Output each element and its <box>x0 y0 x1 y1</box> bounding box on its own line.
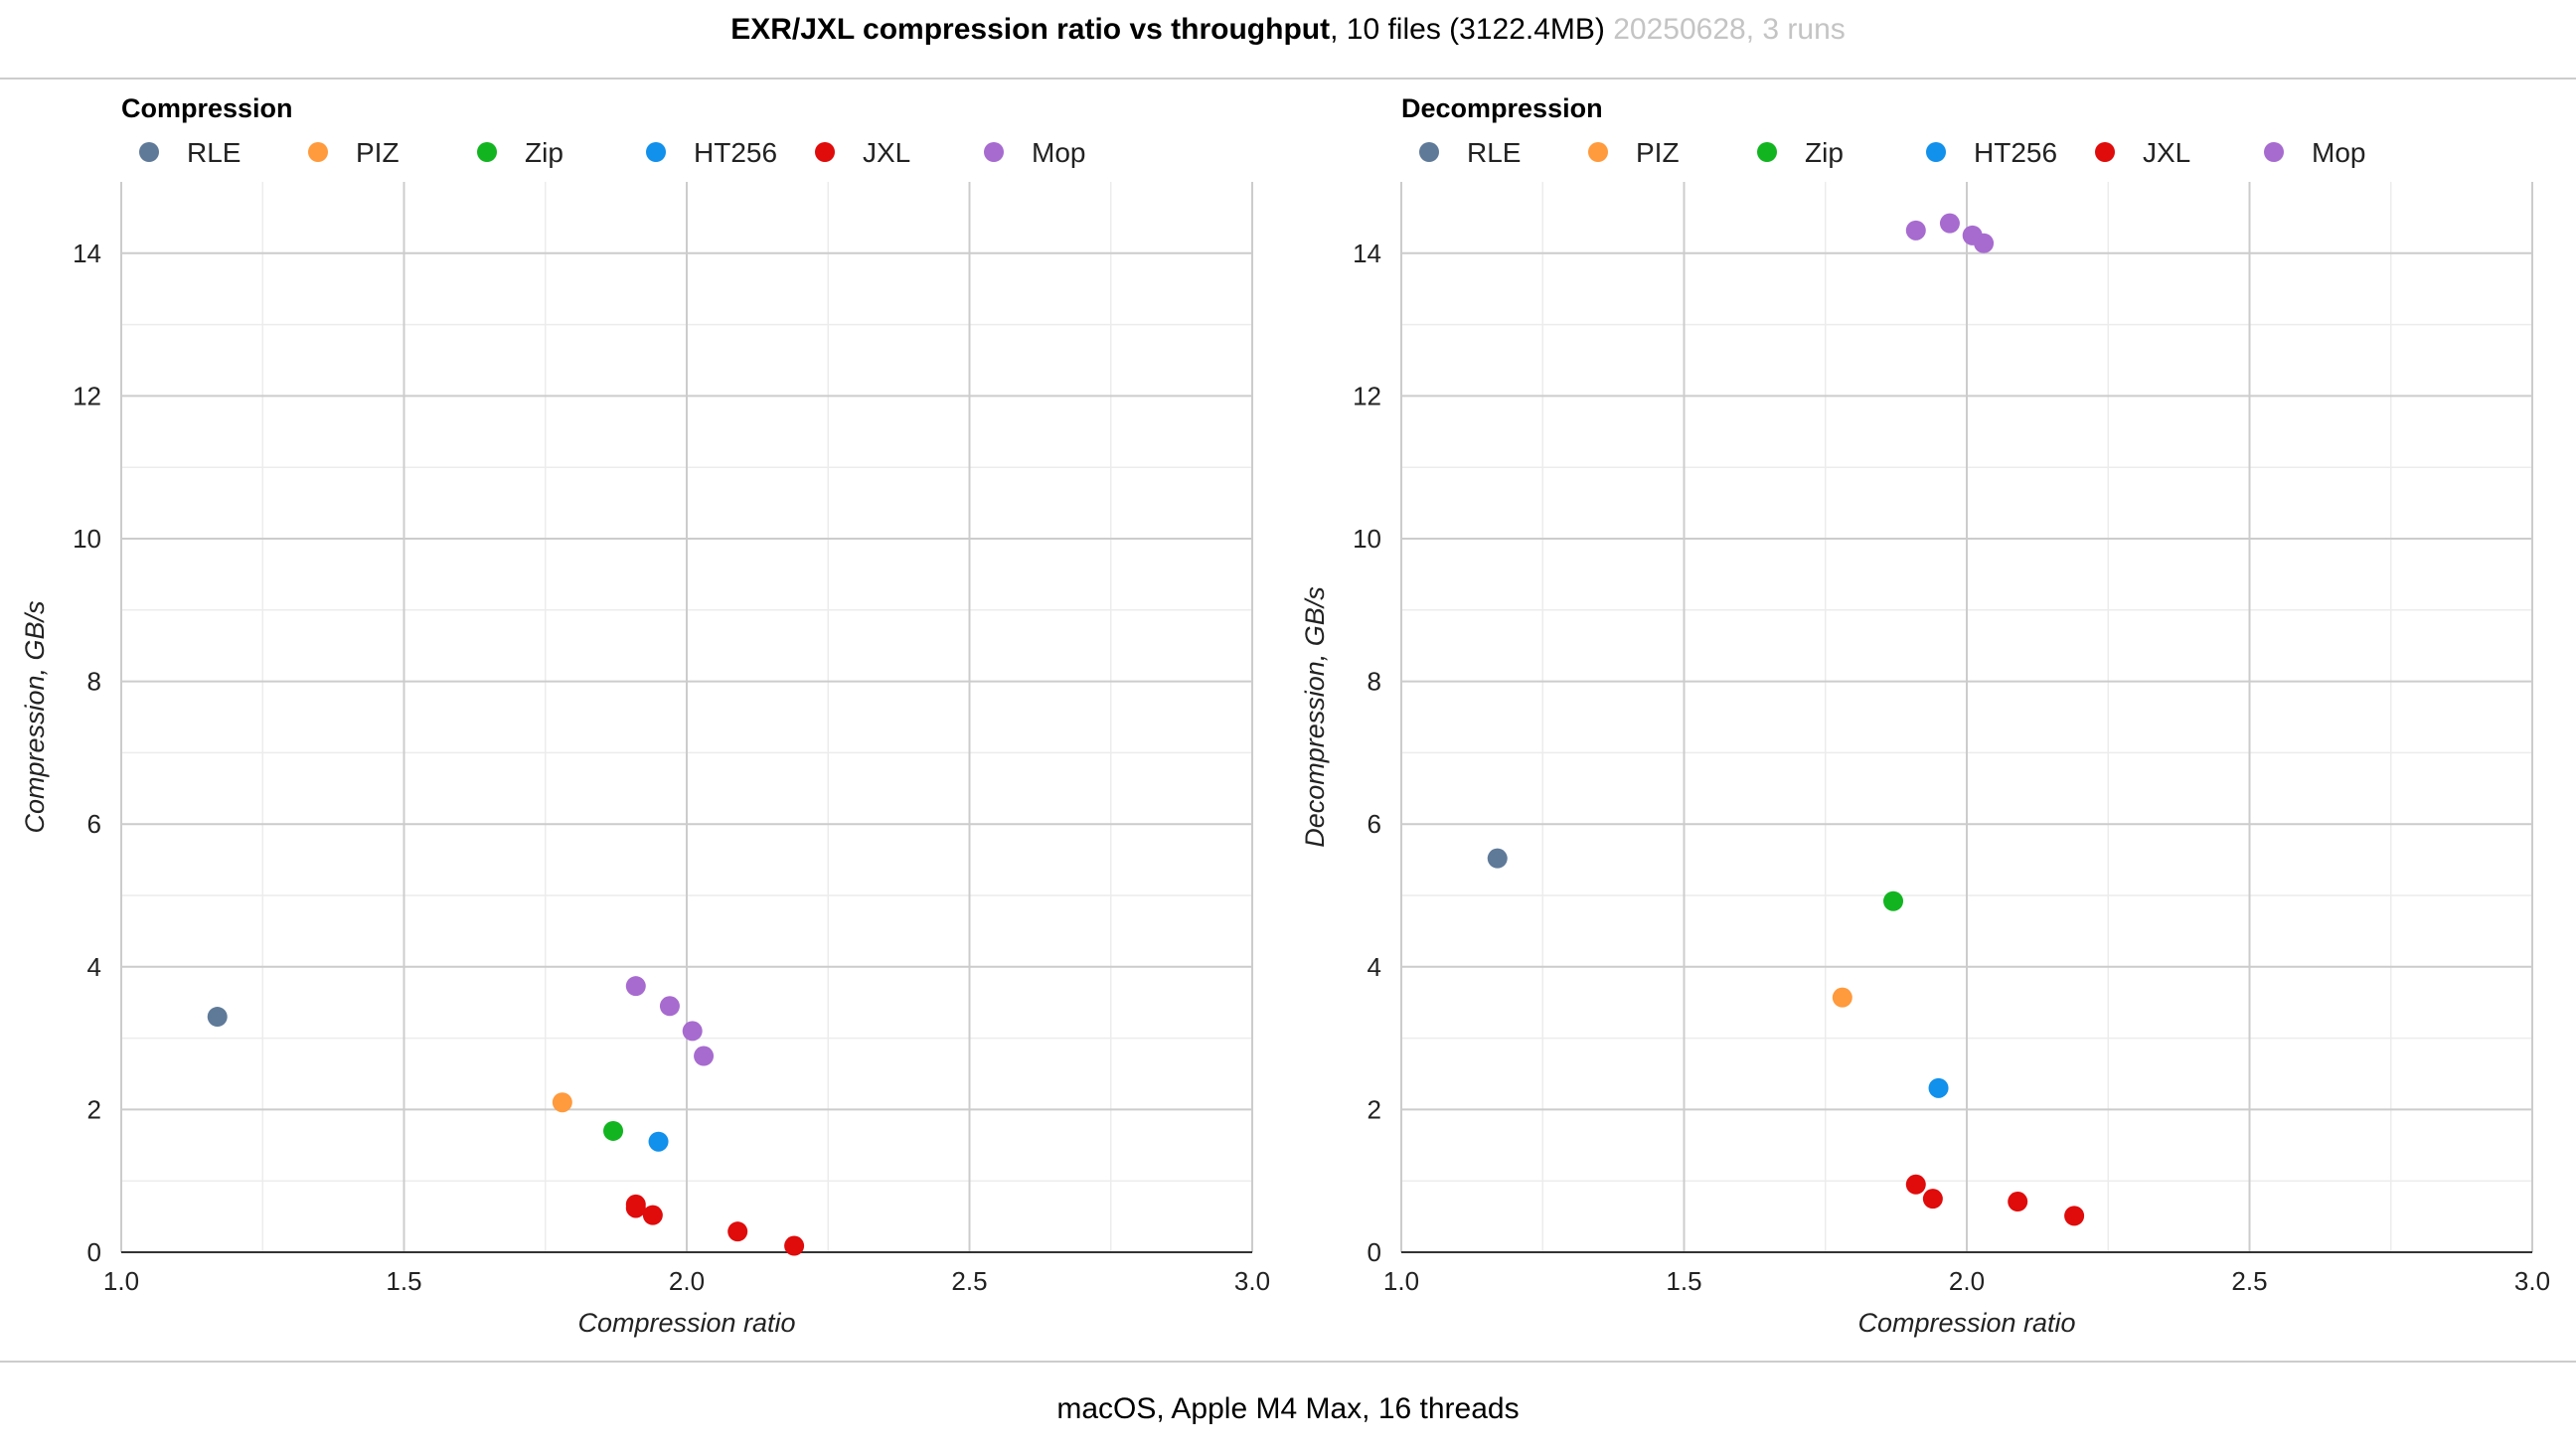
y-axis-title: Compression, GB/s <box>20 600 50 833</box>
legend-label: Mop <box>2312 137 2365 168</box>
x-tick-label: 2.0 <box>669 1266 705 1296</box>
legend-item-piz[interactable]: PIZ <box>308 137 400 168</box>
point-piz[interactable] <box>552 1092 572 1113</box>
legend-item-jxl[interactable]: JXL <box>2095 137 2190 168</box>
footer-system-info: macOS, Apple M4 Max, 16 threads <box>1056 1392 1520 1425</box>
y-tick-label: 8 <box>1368 667 1381 697</box>
legend-marker <box>646 142 666 162</box>
y-tick-label: 6 <box>1368 809 1381 839</box>
point-rle[interactable] <box>207 1007 228 1028</box>
legend-label: Zip <box>1805 137 1844 168</box>
x-tick-label: 2.0 <box>1949 1266 1985 1296</box>
legend-marker <box>1757 142 1777 162</box>
x-tick-label: 1.5 <box>386 1266 421 1296</box>
chart-title: Compression <box>121 93 293 123</box>
y-tick-label: 0 <box>1368 1237 1381 1267</box>
y-tick-label: 14 <box>73 239 101 268</box>
x-tick-label: 2.5 <box>951 1266 987 1296</box>
legend-item-ht256[interactable]: HT256 <box>1926 137 2057 168</box>
point-mop[interactable] <box>1974 233 1995 253</box>
point-jxl[interactable] <box>2064 1206 2085 1226</box>
legend-item-mop[interactable]: Mop <box>984 137 1085 168</box>
x-tick-label: 1.5 <box>1666 1266 1701 1296</box>
y-tick-label: 2 <box>87 1094 101 1124</box>
page-title: EXR/JXL compression ratio vs throughput,… <box>0 10 2576 50</box>
legend-label: HT256 <box>1974 137 2057 168</box>
legend-label: PIZ <box>356 137 400 168</box>
legend-marker <box>815 142 835 162</box>
point-piz[interactable] <box>1832 987 1852 1008</box>
legend-marker <box>1926 142 1946 162</box>
x-axis-title: Compression ratio <box>577 1308 795 1338</box>
x-tick-label: 1.0 <box>103 1266 139 1296</box>
legend-marker <box>984 142 1004 162</box>
point-mop[interactable] <box>682 1021 703 1042</box>
point-mop[interactable] <box>1939 213 1960 234</box>
x-tick-label: 3.0 <box>2514 1266 2550 1296</box>
point-mop[interactable] <box>659 996 680 1017</box>
legend-item-ht256[interactable]: HT256 <box>646 137 777 168</box>
y-tick-label: 10 <box>73 524 101 554</box>
legend-marker <box>477 142 497 162</box>
legend-item-mop[interactable]: Mop <box>2264 137 2365 168</box>
point-jxl[interactable] <box>784 1235 805 1256</box>
y-tick-label: 10 <box>1353 524 1381 554</box>
legend-label: RLE <box>187 137 241 168</box>
legend-label: HT256 <box>694 137 777 168</box>
point-ht256[interactable] <box>1928 1077 1949 1098</box>
point-jxl[interactable] <box>1905 1174 1926 1195</box>
x-axis-title: Compression ratio <box>1857 1308 2075 1338</box>
y-tick-label: 6 <box>87 809 101 839</box>
legend-item-jxl[interactable]: JXL <box>815 137 910 168</box>
y-tick-label: 8 <box>87 667 101 697</box>
y-tick-label: 14 <box>1353 239 1381 268</box>
point-jxl[interactable] <box>625 1198 646 1218</box>
legend-item-rle[interactable]: RLE <box>139 137 241 168</box>
x-tick-label: 3.0 <box>1234 1266 1270 1296</box>
point-jxl[interactable] <box>2008 1192 2028 1212</box>
legend-label: Zip <box>525 137 564 168</box>
legend-label: JXL <box>863 137 910 168</box>
legend-label: Mop <box>1032 137 1085 168</box>
y-tick-label: 12 <box>1353 381 1381 410</box>
point-zip[interactable] <box>1883 890 1904 911</box>
point-jxl[interactable] <box>727 1221 748 1242</box>
y-axis-title: Decompression, GB/s <box>1300 586 1330 848</box>
point-mop[interactable] <box>625 976 646 997</box>
point-mop[interactable] <box>694 1046 715 1066</box>
point-ht256[interactable] <box>648 1131 669 1152</box>
chart-title: Decompression <box>1401 93 1603 123</box>
point-zip[interactable] <box>603 1120 624 1141</box>
legend-item-zip[interactable]: Zip <box>1757 137 1844 168</box>
legend-item-rle[interactable]: RLE <box>1419 137 1521 168</box>
legend-label: RLE <box>1467 137 1521 168</box>
compression-chart: 1.0 1.5 2.0 2.5 3.0 0 2 4 6 8 10 12 14 Compression ra… <box>20 93 1270 1338</box>
legend-marker <box>2095 142 2115 162</box>
title-meta: 20250628, 3 runs <box>1604 13 1846 46</box>
point-jxl[interactable] <box>1922 1189 1943 1210</box>
legend-item-piz[interactable]: PIZ <box>1588 137 1680 168</box>
legend-marker <box>2264 142 2284 162</box>
point-jxl[interactable] <box>642 1205 663 1225</box>
y-tick-label: 0 <box>87 1237 101 1267</box>
legend-label: JXL <box>2143 137 2190 168</box>
decompression-chart: 1.0 1.5 2.0 2.5 3.0 0 2 4 6 8 10 12 14 Compression ra… <box>1300 93 2550 1338</box>
legend-item-zip[interactable]: Zip <box>477 137 564 168</box>
legend-marker <box>308 142 328 162</box>
title-subtitle: , 10 files (3122.4MB) <box>1330 13 1605 46</box>
legend-marker <box>139 142 159 162</box>
x-tick-label: 1.0 <box>1383 1266 1419 1296</box>
legend-marker <box>1419 142 1439 162</box>
y-tick-label: 12 <box>73 381 101 410</box>
legend-marker <box>1588 142 1608 162</box>
y-tick-label: 4 <box>87 952 101 982</box>
legend-label: PIZ <box>1636 137 1680 168</box>
y-tick-label: 4 <box>1368 952 1381 982</box>
point-rle[interactable] <box>1487 848 1508 869</box>
x-tick-label: 2.5 <box>2231 1266 2267 1296</box>
point-mop[interactable] <box>1905 220 1926 241</box>
title-main: EXR/JXL compression ratio vs throughput <box>730 13 1331 46</box>
y-tick-label: 2 <box>1368 1094 1381 1124</box>
